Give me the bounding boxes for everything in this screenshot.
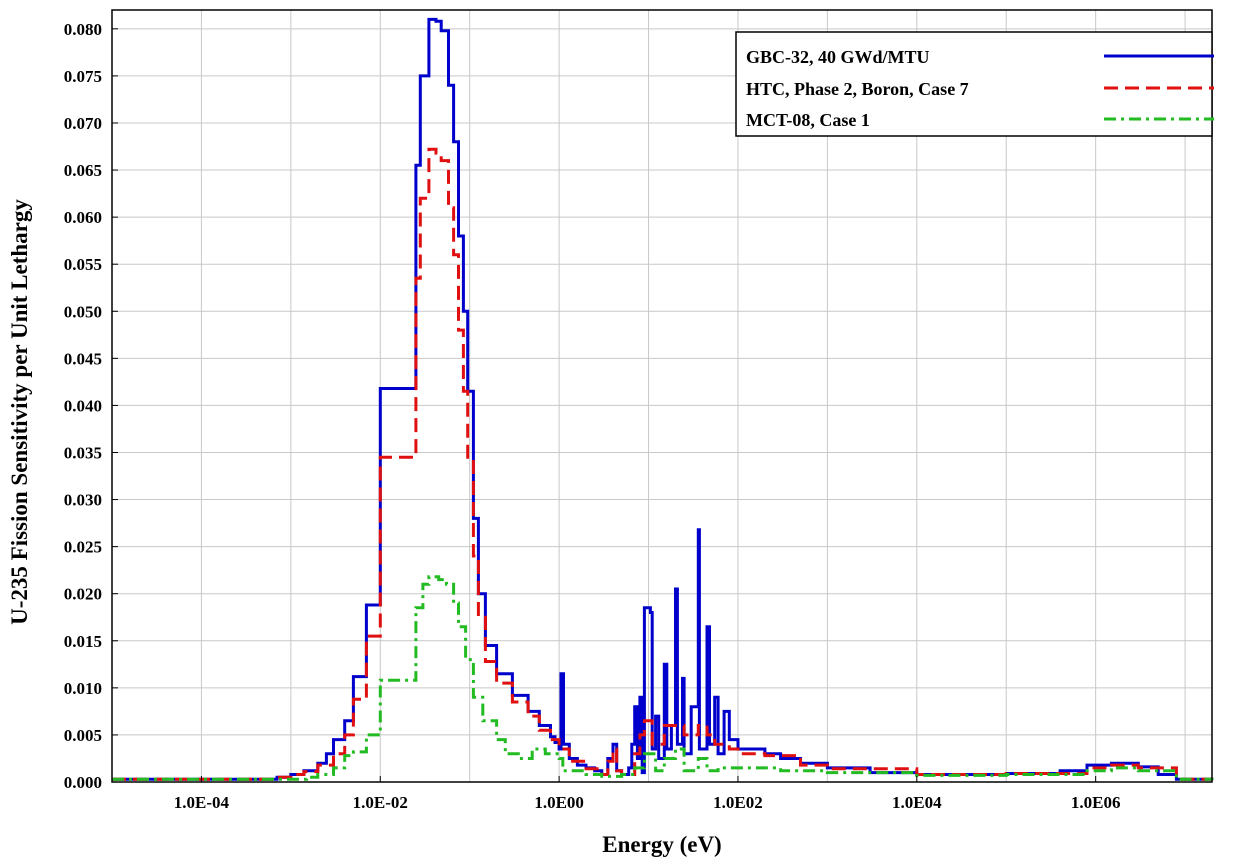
y-tick-label: 0.075 — [64, 67, 102, 86]
x-tick-label: 1.0E-04 — [174, 793, 230, 812]
y-tick-label: 0.060 — [64, 208, 102, 227]
y-tick-label: 0.030 — [64, 491, 102, 510]
y-axis-ticks: 0.000 0.005 0.010 0.015 0.020 0.025 0.030 0.035… — [64, 20, 118, 792]
legend-label-gbc32: GBC-32, 40 GWd/MTU — [746, 47, 930, 67]
y-tick-label: 0.070 — [64, 114, 102, 133]
y-tick-label: 0.015 — [64, 632, 102, 651]
y-tick-label: 0.025 — [64, 538, 102, 557]
y-tick-label: 0.020 — [64, 585, 102, 604]
y-tick-label: 0.045 — [64, 349, 102, 368]
y-tick-label: 0.035 — [64, 443, 102, 462]
x-tick-label: 1.0E02 — [713, 793, 763, 812]
x-tick-label: 1.0E04 — [892, 793, 942, 812]
x-tick-label: 1.0E00 — [534, 793, 584, 812]
series-line-2 — [112, 575, 1214, 781]
y-tick-label: 0.040 — [64, 396, 102, 415]
grid — [112, 10, 1212, 783]
legend: GBC-32, 40 GWd/MTU HTC, Phase 2, Boron, … — [735, 31, 1214, 137]
x-axis-ticks: 1.0E-04 1.0E-02 1.0E00 1.0E02 1.0E04 1.0E06 — [174, 776, 1121, 812]
y-axis-label: U-235 Fission Sensitivity per Unit Letha… — [7, 199, 32, 625]
x-tick-label: 1.0E06 — [1071, 793, 1121, 812]
legend-label-mct08: MCT-08, Case 1 — [746, 110, 870, 130]
y-tick-label: 0.005 — [64, 726, 102, 745]
y-tick-label: 0.080 — [64, 20, 102, 39]
plot-frame — [111, 9, 1213, 783]
y-tick-label: 0.065 — [64, 161, 102, 180]
y-tick-label: 0.010 — [64, 679, 102, 698]
y-tick-label: 0.050 — [64, 302, 102, 321]
legend-label-htc: HTC, Phase 2, Boron, Case 7 — [746, 79, 969, 99]
y-tick-label: 0.000 — [64, 773, 102, 792]
series-group — [112, 17, 1214, 781]
y-tick-label: 0.055 — [64, 255, 102, 274]
series-line-1 — [112, 147, 1214, 781]
x-axis-label: Energy (eV) — [602, 832, 721, 857]
x-tick-label: 1.0E-02 — [353, 793, 408, 812]
